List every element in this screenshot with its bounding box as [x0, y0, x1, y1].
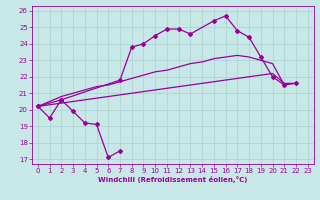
- X-axis label: Windchill (Refroidissement éolien,°C): Windchill (Refroidissement éolien,°C): [98, 176, 247, 183]
